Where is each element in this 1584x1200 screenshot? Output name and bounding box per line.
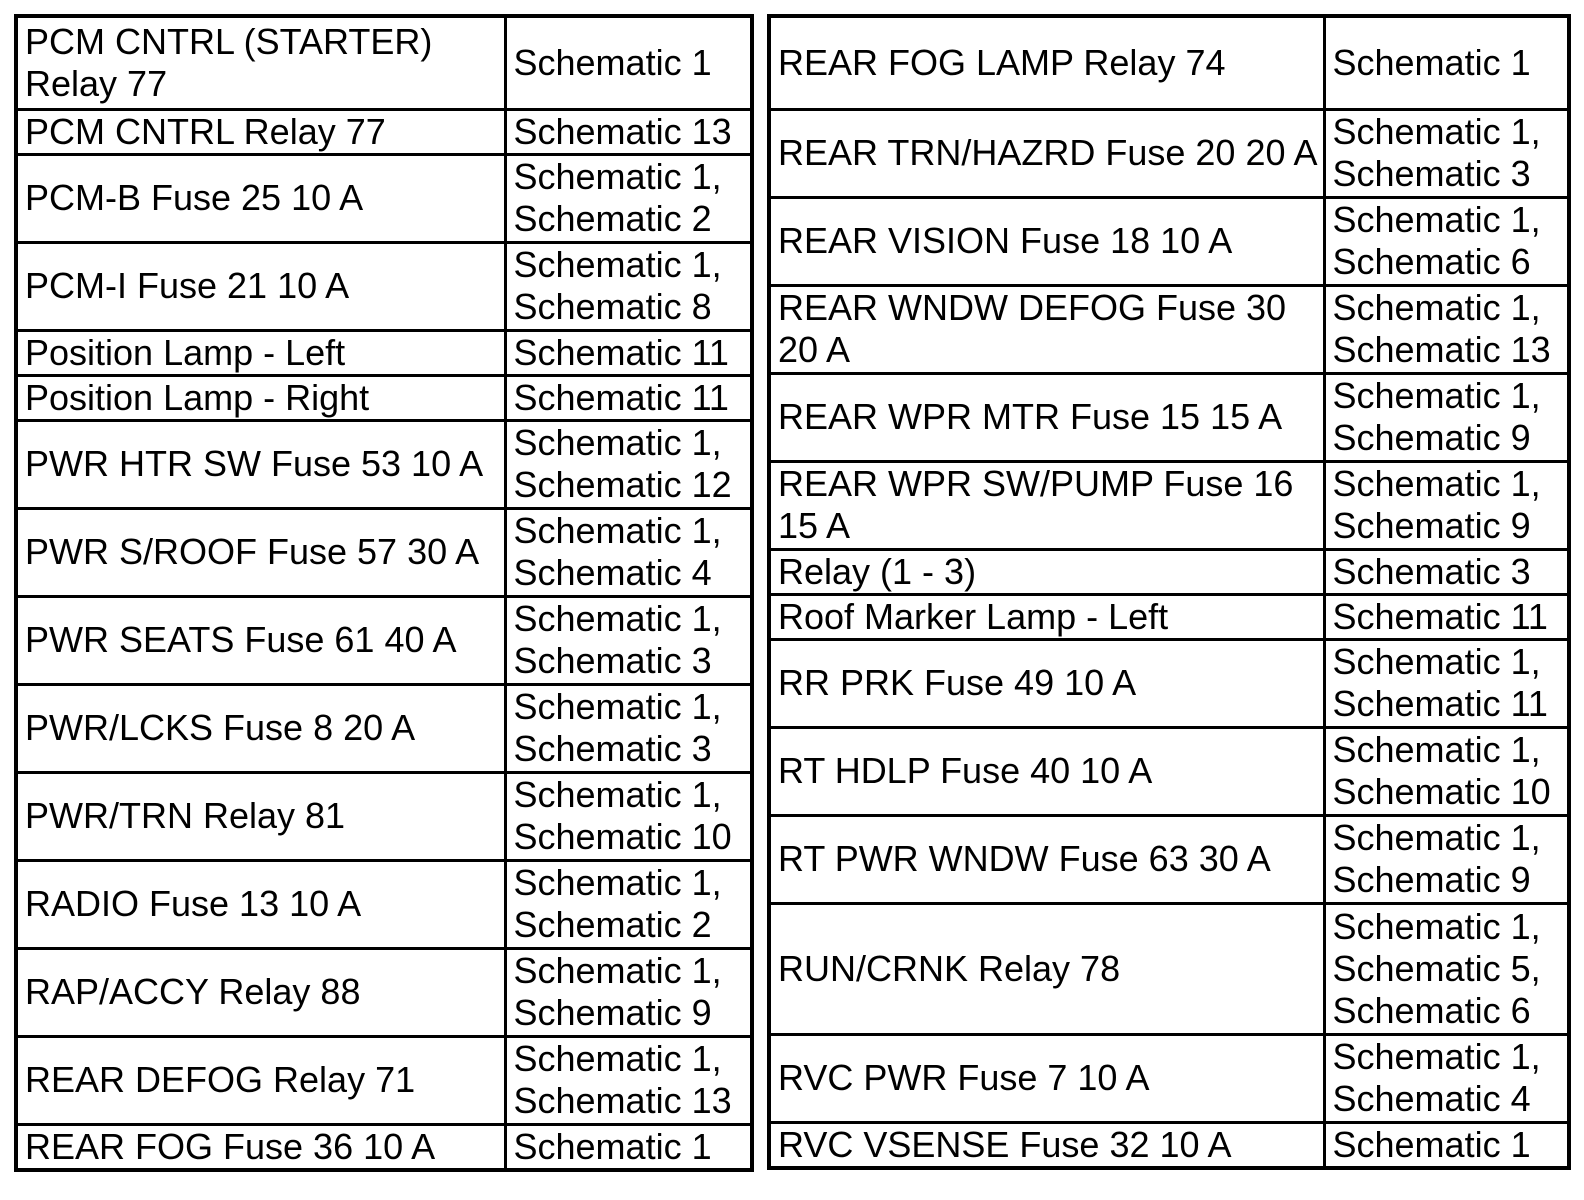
table-row: REAR DEFOG Relay 71 Schematic 1, Schemat… (14, 1034, 754, 1126)
component-cell: REAR VISION Fuse 18 10 A (767, 195, 1326, 287)
component-cell: PCM CNTRL (STARTER) Relay 77 (14, 14, 507, 111)
schematic-cell: Schematic 1, Schematic 12 (503, 418, 754, 510)
schematic-cell: Schematic 1, Schematic 11 (1322, 637, 1571, 729)
schematic-cell: Schematic 1, Schematic 10 (1322, 725, 1571, 817)
component-cell: REAR WPR MTR Fuse 15 15 A (767, 371, 1326, 463)
table-row: PWR/LCKS Fuse 8 20 A Schematic 1, Schema… (14, 682, 754, 774)
schematic-cell: Schematic 1, Schematic 2 (503, 858, 754, 950)
table-row: Roof Marker Lamp - Left Schematic 11 (767, 592, 1571, 641)
component-cell: PCM-I Fuse 21 10 A (14, 240, 507, 332)
schematic-cell: Schematic 1, Schematic 13 (1322, 283, 1571, 375)
table-row: PCM-B Fuse 25 10 A Schematic 1, Schemati… (14, 152, 754, 244)
schematic-cell: Schematic 1, Schematic 13 (503, 1034, 754, 1126)
component-cell: RT PWR WNDW Fuse 63 30 A (767, 813, 1326, 905)
table-row: REAR VISION Fuse 18 10 A Schematic 1, Sc… (767, 195, 1571, 287)
table-row: RAP/ACCY Relay 88 Schematic 1, Schematic… (14, 946, 754, 1038)
schematic-cell: Schematic 1, Schematic 4 (1322, 1032, 1571, 1124)
component-cell: RAP/ACCY Relay 88 (14, 946, 507, 1038)
schematic-cell: Schematic 1, Schematic 6 (1322, 195, 1571, 287)
component-cell: RVC PWR Fuse 7 10 A (767, 1032, 1326, 1124)
table-row: Relay (1 - 3) Schematic 3 (767, 547, 1571, 596)
schematic-cell: Schematic 1, Schematic 3 (503, 682, 754, 774)
component-cell: REAR WPR SW/PUMP Fuse 16 15 A (767, 459, 1326, 551)
component-cell: PCM CNTRL Relay 77 (14, 107, 507, 156)
component-cell: PWR S/ROOF Fuse 57 30 A (14, 506, 507, 598)
component-cell: PWR/TRN Relay 81 (14, 770, 507, 862)
table-row: PWR HTR SW Fuse 53 10 A Schematic 1, Sch… (14, 418, 754, 510)
document-page: PCM CNTRL (STARTER) Relay 77 Schematic 1… (14, 14, 1571, 1172)
schematic-cell: Schematic 13 (503, 107, 754, 156)
schematic-cell: Schematic 1, Schematic 4 (503, 506, 754, 598)
component-cell: PWR SEATS Fuse 61 40 A (14, 594, 507, 686)
component-cell: REAR WNDW DEFOG Fuse 30 20 A (767, 283, 1326, 375)
component-cell: REAR FOG LAMP Relay 74 (767, 14, 1326, 111)
table-row: PCM-I Fuse 21 10 A Schematic 1, Schemati… (14, 240, 754, 332)
table-row: PWR/TRN Relay 81 Schematic 1, Schematic … (14, 770, 754, 862)
table-row: RUN/CRNK Relay 78 Schematic 1, Schematic… (767, 901, 1571, 1036)
table-row: REAR WPR SW/PUMP Fuse 16 15 A Schematic … (767, 459, 1571, 551)
table-row: PWR SEATS Fuse 61 40 A Schematic 1, Sche… (14, 594, 754, 686)
schematic-cell: Schematic 1, Schematic 9 (1322, 813, 1571, 905)
table-row: REAR TRN/HAZRD Fuse 20 20 A Schematic 1,… (767, 107, 1571, 199)
component-cell: Position Lamp - Right (14, 373, 507, 422)
schematic-cell: Schematic 1, Schematic 9 (1322, 459, 1571, 551)
schematic-cell: Schematic 3 (1322, 547, 1571, 596)
component-cell: Roof Marker Lamp - Left (767, 592, 1326, 641)
schematic-cell: Schematic 11 (1322, 592, 1571, 641)
table-row: RT PWR WNDW Fuse 63 30 A Schematic 1, Sc… (767, 813, 1571, 905)
schematic-cell: Schematic 1, Schematic 2 (503, 152, 754, 244)
fuse-schematic-table-left: PCM CNTRL (STARTER) Relay 77 Schematic 1… (14, 14, 754, 1172)
schematic-cell: Schematic 1, Schematic 10 (503, 770, 754, 862)
component-cell: RADIO Fuse 13 10 A (14, 858, 507, 950)
component-cell: Position Lamp - Left (14, 328, 507, 377)
component-cell: RUN/CRNK Relay 78 (767, 901, 1326, 1036)
component-cell: Relay (1 - 3) (767, 547, 1326, 596)
table-row: RVC VSENSE Fuse 32 10 A Schematic 1 (767, 1120, 1571, 1169)
schematic-cell: Schematic 1 (503, 14, 754, 111)
schematic-cell: Schematic 1, Schematic 9 (503, 946, 754, 1038)
table-row: RADIO Fuse 13 10 A Schematic 1, Schemati… (14, 858, 754, 950)
table-row: RT HDLP Fuse 40 10 A Schematic 1, Schema… (767, 725, 1571, 817)
schematic-cell: Schematic 1 (1322, 14, 1571, 111)
component-cell: PCM-B Fuse 25 10 A (14, 152, 507, 244)
table-row: REAR WNDW DEFOG Fuse 30 20 A Schematic 1… (767, 283, 1571, 375)
schematic-cell: Schematic 1, Schematic 8 (503, 240, 754, 332)
component-cell: PWR HTR SW Fuse 53 10 A (14, 418, 507, 510)
component-cell: REAR DEFOG Relay 71 (14, 1034, 507, 1126)
table-row: PCM CNTRL (STARTER) Relay 77 Schematic 1 (14, 14, 754, 111)
table-row: PWR S/ROOF Fuse 57 30 A Schematic 1, Sch… (14, 506, 754, 598)
schematic-cell: Schematic 11 (503, 328, 754, 377)
table-row: PCM CNTRL Relay 77 Schematic 13 (14, 107, 754, 156)
fuse-schematic-table-right: REAR FOG LAMP Relay 74 Schematic 1 REAR … (767, 14, 1571, 1170)
component-cell: PWR/LCKS Fuse 8 20 A (14, 682, 507, 774)
schematic-cell: Schematic 1, Schematic 3 (503, 594, 754, 686)
table-row: RVC PWR Fuse 7 10 A Schematic 1, Schemat… (767, 1032, 1571, 1124)
table-row: Position Lamp - Right Schematic 11 (14, 373, 754, 422)
schematic-cell: Schematic 11 (503, 373, 754, 422)
table-row: RR PRK Fuse 49 10 A Schematic 1, Schemat… (767, 637, 1571, 729)
table-row: REAR FOG LAMP Relay 74 Schematic 1 (767, 14, 1571, 111)
schematic-cell: Schematic 1 (503, 1122, 754, 1171)
schematic-cell: Schematic 1, Schematic 5, Schematic 6 (1322, 901, 1571, 1036)
component-cell: REAR FOG Fuse 36 10 A (14, 1122, 507, 1171)
schematic-cell: Schematic 1, Schematic 3 (1322, 107, 1571, 199)
component-cell: RR PRK Fuse 49 10 A (767, 637, 1326, 729)
schematic-cell: Schematic 1, Schematic 9 (1322, 371, 1571, 463)
component-cell: RT HDLP Fuse 40 10 A (767, 725, 1326, 817)
component-cell: RVC VSENSE Fuse 32 10 A (767, 1120, 1326, 1169)
schematic-cell: Schematic 1 (1322, 1120, 1571, 1169)
table-row: REAR FOG Fuse 36 10 A Schematic 1 (14, 1122, 754, 1171)
table-row: REAR WPR MTR Fuse 15 15 A Schematic 1, S… (767, 371, 1571, 463)
table-row: Position Lamp - Left Schematic 11 (14, 328, 754, 377)
component-cell: REAR TRN/HAZRD Fuse 20 20 A (767, 107, 1326, 199)
